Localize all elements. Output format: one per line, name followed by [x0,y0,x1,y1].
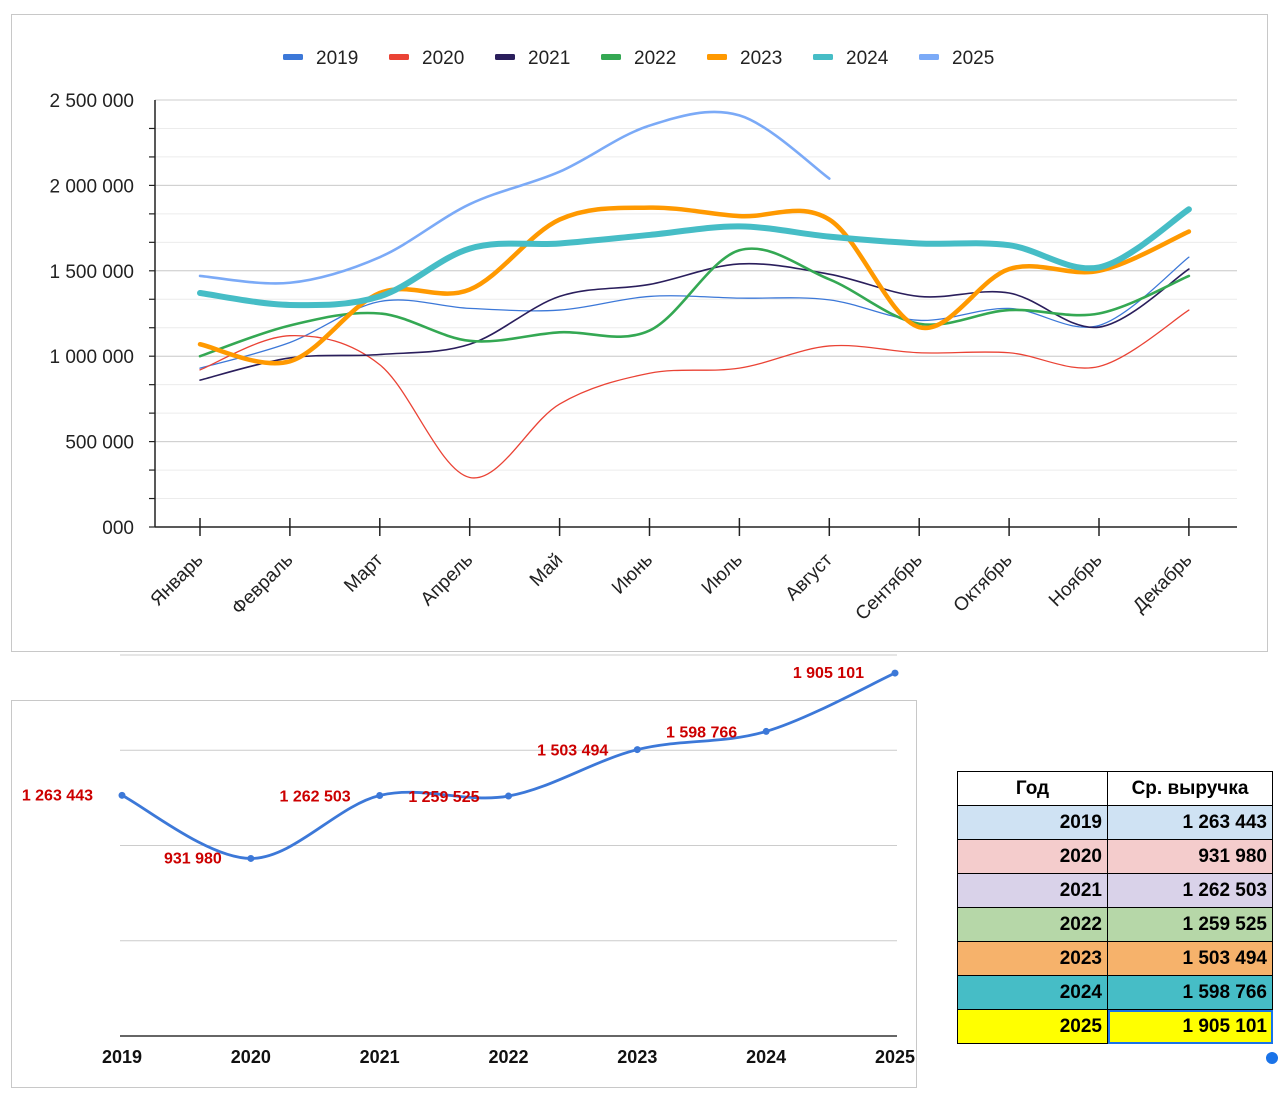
legend-item-2025[interactable]: 2025 [919,48,994,69]
data-point-2025 [891,669,899,677]
table-row: 2020 931 980 [957,839,1273,874]
x-tick-label: Апрель [417,550,477,610]
x-tick-label: Март [340,549,387,596]
legend-label-2023: 2023 [740,48,782,69]
legend-item-2021[interactable]: 2021 [495,48,570,69]
cell-year[interactable]: 2025 [957,1009,1108,1044]
data-label-2025: 1 905 101 [793,665,864,682]
legend-swatch-2020 [389,54,409,60]
table-row: 2022 1 259 525 [957,907,1273,942]
legend-label-2024: 2024 [846,48,889,69]
legend-swatch-2024 [813,54,833,60]
legend-swatch-2021 [495,54,515,60]
x-tick-label: Февраль [228,550,298,620]
average-revenue-line [121,671,896,860]
legend-item-2019[interactable]: 2019 [283,48,358,69]
x-tick-label: 2022 [488,1047,528,1067]
data-label-2024: 1 598 766 [666,724,737,741]
data-point-2021 [376,791,384,799]
legend-label-2019: 2019 [316,48,358,69]
x-tick-label: Декабрь [1129,550,1196,617]
cell-year[interactable]: 2021 [957,873,1108,908]
series-line-2024 [197,206,1192,309]
series-line-2022 [198,247,1191,358]
legend-item-2020[interactable]: 2020 [389,48,464,69]
cell-average-revenue[interactable]: 1 263 443 [1107,805,1273,840]
cell-average-revenue[interactable]: 1 259 525 [1107,907,1273,942]
cell-average-revenue[interactable]: 1 262 503 [1107,873,1273,908]
cell-year[interactable]: 2023 [957,941,1108,976]
cell-year[interactable]: 2019 [957,805,1108,840]
x-tick-label: 2020 [231,1047,271,1067]
header-year[interactable]: Год [957,771,1108,806]
legend-label-2020: 2020 [422,48,464,69]
y-tick-label: 2 000 000 [49,176,134,197]
cell-average-revenue[interactable]: 931 980 [1107,839,1273,874]
legend-swatch-2023 [707,54,727,60]
y-tick-label: 000 [102,518,134,539]
x-tick-label: Июль [698,550,747,599]
data-point-2022 [505,792,512,800]
legend-item-2022[interactable]: 2022 [601,48,676,69]
x-tick-label: 2024 [746,1047,786,1067]
legend-label-2025: 2025 [952,48,994,69]
cell-year[interactable]: 2022 [957,907,1108,942]
data-label-2023: 1 503 494 [537,743,608,760]
table-row: 2025 1 905 101 [957,1009,1273,1044]
data-label-2022: 1 259 525 [408,789,479,806]
data-point-2020 [247,854,255,862]
x-tick-label: Май [526,550,567,591]
data-point-2023 [633,746,641,754]
monthly-revenue-chart-svg: 000 500 000 1 000 000 1 500 000 2 000 000 2 5… [49,48,1237,625]
y-tick-label: 1 000 000 [49,347,134,368]
series-line-2020 [199,309,1190,479]
y-tick-label: 2 500 000 [49,91,134,112]
data-label-2021: 1 262 503 [279,788,350,805]
x-tick-label: Октябрь [950,550,1017,617]
cell-average-revenue[interactable]: 1 598 766 [1107,975,1273,1010]
series-line-2019 [199,256,1190,369]
series-line-2021 [199,262,1190,381]
average-revenue-table: Год Ср. выручка 2019 1 263 443 2020 931 980… [957,771,1273,1044]
data-label-2020: 931 980 [164,850,222,867]
series-line-2025 [198,110,831,285]
legend-label-2022: 2022 [634,48,676,69]
x-tick-label: 2023 [617,1047,657,1067]
table-row: 2019 1 263 443 [957,805,1273,840]
table-row: 2021 1 262 503 [957,873,1273,908]
header-average-revenue[interactable]: Ср. выручка [1107,771,1273,806]
x-tick-label: 2025 [875,1047,915,1067]
cell-year[interactable]: 2020 [957,839,1108,874]
data-point-2024 [762,727,770,735]
data-point-2019 [118,791,126,799]
legend-label-2021: 2021 [528,48,570,69]
x-tick-label: 2021 [360,1047,400,1067]
y-tick-label: 500 000 [65,433,134,454]
x-tick-label: Август [782,549,837,604]
x-tick-label: 2019 [102,1047,142,1067]
cell-year[interactable]: 2024 [957,975,1108,1010]
legend-item-2023[interactable]: 2023 [707,48,782,69]
x-tick-label: Июнь [608,550,657,599]
yearly-average-chart-svg: 1 263 443 931 980 1 262 503 1 259 525 1 503 … [22,654,915,1067]
x-tick-label: Ноябрь [1045,550,1107,612]
legend-swatch-2022 [601,54,621,60]
table-header-row: Год Ср. выручка [957,771,1273,806]
table-row: 2024 1 598 766 [957,975,1273,1010]
monthly-revenue-chart[interactable]: 000 500 000 1 000 000 1 500 000 2 000 000 2 5… [11,14,1268,652]
x-tick-label: Январь [147,550,208,611]
legend-swatch-2019 [283,54,303,60]
cell-average-revenue[interactable]: 1 503 494 [1107,941,1273,976]
cell-average-revenue[interactable]: 1 905 101 [1107,1009,1273,1044]
legend-item-2024[interactable]: 2024 [813,48,889,69]
x-tick-label: Сентябрь [852,550,927,625]
legend-swatch-2025 [919,54,939,60]
yearly-average-chart[interactable]: 1 263 443 931 980 1 262 503 1 259 525 1 503 … [11,654,917,1088]
y-tick-label: 1 500 000 [49,262,134,283]
selection-fill-handle[interactable] [1265,1051,1279,1065]
data-label-2019: 1 263 443 [22,787,93,804]
table-row: 2023 1 503 494 [957,941,1273,976]
